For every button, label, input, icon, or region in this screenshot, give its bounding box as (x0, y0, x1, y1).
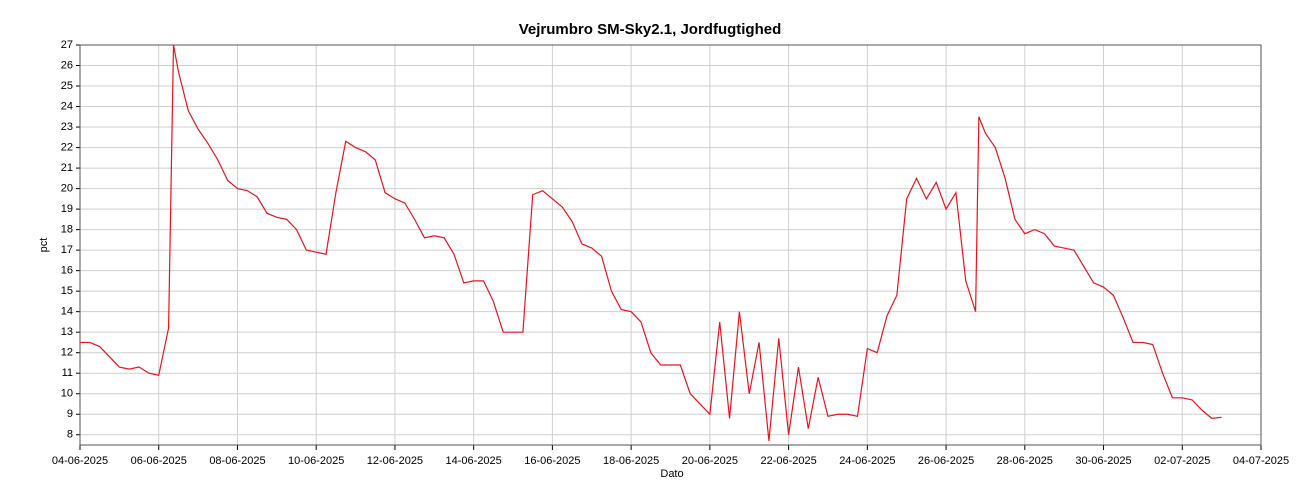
y-tick-label: 26 (61, 59, 73, 71)
y-axis-label: pct (38, 238, 50, 253)
y-tick-label: 12 (61, 347, 73, 359)
y-tick-label: 21 (61, 162, 73, 174)
y-tick-label: 14 (61, 306, 73, 318)
x-tick-label: 20-06-2025 (682, 455, 738, 467)
y-tick-label: 24 (61, 100, 73, 112)
y-tick-label: 10 (61, 388, 73, 400)
x-tick-label: 16-06-2025 (524, 455, 580, 467)
x-tick-label: 26-06-2025 (918, 455, 974, 467)
x-tick-label: 24-06-2025 (839, 455, 895, 467)
x-tick-label: 04-07-2025 (1233, 455, 1289, 467)
x-axis-label: Dato (660, 468, 683, 480)
x-tick-label: 02-07-2025 (1154, 455, 1210, 467)
y-tick-label: 8 (67, 429, 73, 441)
y-tick-label: 11 (62, 367, 73, 379)
x-tick-label: 22-06-2025 (760, 455, 816, 467)
x-tick-label: 12-06-2025 (367, 455, 423, 467)
x-tick-label: 08-06-2025 (209, 455, 265, 467)
chart-title: Vejrumbro SM-Sky2.1, Jordfugtighed (519, 21, 782, 38)
y-tick-label: 22 (61, 141, 73, 153)
x-tick-label: 10-06-2025 (288, 455, 344, 467)
y-tick-label: 25 (61, 80, 73, 92)
y-tick-label: 13 (61, 326, 73, 338)
x-tick-label: 14-06-2025 (446, 455, 502, 467)
x-tick-label: 04-06-2025 (52, 455, 108, 467)
y-tick-label: 9 (67, 408, 73, 420)
x-tick-label: 18-06-2025 (603, 455, 659, 467)
x-tick-label: 06-06-2025 (131, 455, 187, 467)
y-tick-label: 20 (61, 182, 73, 194)
y-tick-label: 19 (61, 203, 73, 215)
x-tick-label: 30-06-2025 (1075, 455, 1131, 467)
y-tick-label: 15 (61, 285, 73, 297)
plot-frame (79, 44, 1262, 446)
x-tick-label: 28-06-2025 (997, 455, 1053, 467)
y-tick-label: 16 (61, 265, 73, 277)
data-line (80, 44, 1222, 441)
y-tick-label: 18 (61, 224, 73, 236)
y-tick-label: 27 (61, 39, 73, 51)
y-tick-label: 17 (61, 244, 73, 256)
y-tick-label: 23 (61, 121, 73, 133)
